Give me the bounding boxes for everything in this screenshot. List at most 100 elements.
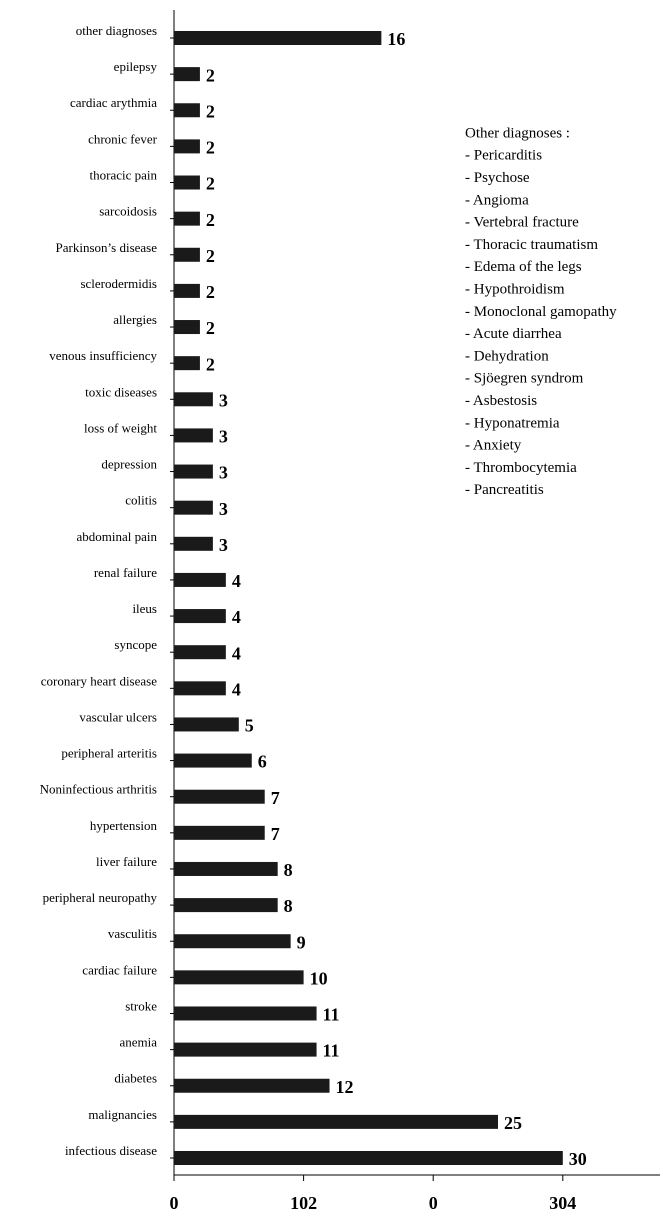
bar bbox=[174, 717, 239, 732]
y-tick-label: coronary heart disease bbox=[41, 673, 157, 688]
value-label: 7 bbox=[271, 788, 280, 808]
y-tick-label: stroke bbox=[125, 998, 157, 1013]
x-tick-label: 304 bbox=[549, 1193, 576, 1213]
bar bbox=[174, 536, 213, 551]
bar bbox=[174, 500, 213, 515]
value-label: 2 bbox=[206, 174, 215, 194]
bar bbox=[174, 934, 291, 949]
y-tick-label: infectious disease bbox=[65, 1143, 157, 1158]
bar bbox=[174, 681, 226, 696]
y-tick-label: colitis bbox=[125, 493, 157, 508]
bar bbox=[174, 1078, 330, 1093]
annotation-line: - Psychose bbox=[465, 170, 530, 186]
bar bbox=[174, 67, 200, 82]
value-label: 16 bbox=[387, 29, 405, 49]
y-tick-label: syncope bbox=[114, 637, 157, 652]
y-tick-label: other diagnoses bbox=[76, 23, 157, 38]
bar bbox=[174, 1151, 563, 1165]
annotation-line: - Vertebral fracture bbox=[465, 215, 579, 231]
value-label: 9 bbox=[297, 932, 306, 952]
y-tick-label: malignancies bbox=[88, 1107, 157, 1122]
value-label: 6 bbox=[258, 752, 267, 772]
y-tick-label: peripheral neuropathy bbox=[43, 890, 158, 905]
bar bbox=[174, 31, 382, 45]
annotation-line: - Asbestosis bbox=[465, 393, 537, 409]
bar bbox=[174, 1114, 498, 1129]
value-label: 8 bbox=[284, 860, 293, 880]
annotation-line: - Angioma bbox=[465, 192, 529, 208]
bar bbox=[174, 1042, 317, 1057]
value-label: 3 bbox=[219, 463, 228, 483]
annotation-line: - Pericarditis bbox=[465, 148, 542, 164]
value-label: 4 bbox=[232, 607, 241, 627]
y-tick-label: venous insufficiency bbox=[49, 348, 157, 363]
x-tick-label: 0 bbox=[170, 1193, 179, 1213]
bar bbox=[174, 392, 213, 407]
x-tick-label: 0 bbox=[429, 1193, 438, 1213]
y-tick-label: allergies bbox=[113, 312, 157, 327]
value-label: 3 bbox=[219, 390, 228, 410]
y-tick-label: toxic diseases bbox=[85, 384, 157, 399]
value-label: 4 bbox=[232, 643, 241, 663]
bar bbox=[174, 753, 252, 768]
annotation-line: - Dehydration bbox=[465, 348, 549, 364]
annotation-line: Other diagnoses : bbox=[465, 125, 570, 141]
y-tick-label: chronic fever bbox=[88, 131, 158, 146]
annotation-line: - Sjöegren syndrom bbox=[465, 371, 584, 387]
annotation-line: - Monoclonal gamopathy bbox=[465, 304, 617, 320]
value-label: 25 bbox=[504, 1113, 522, 1133]
bar bbox=[174, 645, 226, 660]
y-tick-label: sarcoidosis bbox=[99, 204, 157, 219]
y-tick-label: depression bbox=[101, 457, 157, 472]
value-label: 10 bbox=[310, 968, 328, 988]
bar bbox=[174, 464, 213, 479]
value-label: 4 bbox=[232, 571, 241, 591]
y-tick-label: anemia bbox=[119, 1035, 157, 1050]
value-label: 2 bbox=[206, 246, 215, 266]
value-label: 2 bbox=[206, 138, 215, 158]
value-label: 3 bbox=[219, 535, 228, 555]
bar bbox=[174, 356, 200, 371]
y-tick-label: sclerodermidis bbox=[80, 276, 157, 291]
annotation-line: - Thrombocytemia bbox=[465, 460, 577, 476]
y-tick-label: hypertension bbox=[90, 818, 158, 833]
bar bbox=[174, 609, 226, 624]
y-tick-label: Parkinson’s disease bbox=[56, 240, 158, 255]
bar bbox=[174, 283, 200, 298]
y-tick-label: vascular ulcers bbox=[79, 709, 157, 724]
value-label: 11 bbox=[323, 1005, 340, 1025]
bar bbox=[174, 211, 200, 226]
y-tick-label: abdominal pain bbox=[76, 529, 157, 544]
value-label: 5 bbox=[245, 716, 254, 736]
bar bbox=[174, 103, 200, 118]
y-tick-label: cardiac failure bbox=[82, 962, 157, 977]
value-label: 8 bbox=[284, 896, 293, 916]
annotation-line: - Hyponatremia bbox=[465, 415, 560, 431]
annotation-line: - Edema of the legs bbox=[465, 259, 582, 275]
y-tick-label: liver failure bbox=[96, 854, 157, 869]
value-label: 2 bbox=[206, 318, 215, 338]
y-tick-label: vasculitis bbox=[108, 926, 157, 941]
bar bbox=[174, 175, 200, 190]
annotation-line: - Acute diarrhea bbox=[465, 326, 562, 342]
value-label: 2 bbox=[206, 210, 215, 230]
y-tick-label: loss of weight bbox=[84, 420, 157, 435]
bar bbox=[174, 789, 265, 804]
bar bbox=[174, 861, 278, 876]
bar bbox=[174, 247, 200, 262]
annotation-line: - Hypothroidism bbox=[465, 282, 565, 298]
y-tick-label: renal failure bbox=[94, 565, 157, 580]
value-label: 3 bbox=[219, 427, 228, 447]
bar bbox=[174, 320, 200, 335]
y-tick-label: thoracic pain bbox=[90, 168, 158, 183]
annotation-line: - Anxiety bbox=[465, 438, 522, 454]
bar bbox=[174, 1006, 317, 1021]
value-label: 2 bbox=[206, 101, 215, 121]
bar bbox=[174, 572, 226, 587]
y-tick-label: epilepsy bbox=[114, 59, 158, 74]
value-label: 30 bbox=[569, 1149, 587, 1169]
bar bbox=[174, 898, 278, 913]
bar bbox=[174, 970, 304, 985]
value-label: 2 bbox=[206, 354, 215, 374]
